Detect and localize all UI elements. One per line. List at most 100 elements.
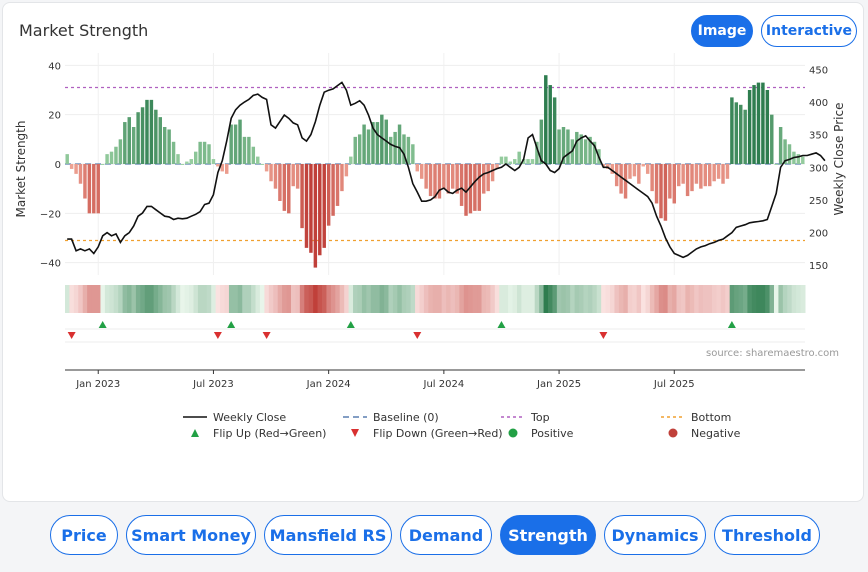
heat-cell: [237, 285, 243, 313]
heat-cell: [153, 285, 159, 313]
strength-bar: [313, 164, 318, 268]
heat-cell: [339, 285, 345, 313]
tab-mansfield-rs[interactable]: Mansfield RS: [264, 515, 392, 555]
strategy-tabs: Price Smart Money Mansfield RS Demand St…: [0, 515, 868, 557]
strength-bar: [127, 117, 131, 164]
flip-down-marker: [67, 332, 76, 339]
strength-bar: [136, 112, 140, 164]
strength-bar: [526, 159, 530, 164]
strength-bar: [233, 124, 238, 164]
heat-cell: [494, 285, 500, 313]
strength-bar: [167, 129, 171, 164]
strength-bar: [326, 164, 331, 226]
tab-demand[interactable]: Demand: [400, 515, 492, 555]
strength-bar: [606, 164, 610, 169]
heat-cell: [322, 285, 327, 313]
strength-bar: [672, 164, 677, 204]
heat-cell: [738, 285, 744, 313]
tab-threshold[interactable]: Threshold: [714, 515, 820, 555]
strength-bar: [734, 102, 739, 164]
heat-cell: [140, 285, 146, 313]
heat-cell: [158, 285, 163, 313]
strength-bar: [464, 164, 468, 216]
heat-cell: [680, 285, 686, 313]
heat-cell: [308, 285, 314, 313]
heat-cell: [295, 285, 301, 313]
strength-bar: [482, 164, 486, 194]
strength-bar: [455, 164, 459, 194]
heat-cell: [459, 285, 465, 313]
strength-bar: [446, 164, 451, 194]
tab-dynamics[interactable]: Dynamics: [604, 515, 706, 555]
strength-bar: [747, 90, 752, 164]
heat-cell: [565, 285, 571, 313]
strength-bar: [295, 164, 300, 189]
heat-cell: [317, 285, 323, 313]
strength-bar: [708, 164, 712, 187]
tab-price[interactable]: Price: [50, 515, 118, 555]
heat-cell: [627, 285, 633, 313]
heat-cell: [344, 285, 350, 313]
strength-bar: [353, 136, 357, 164]
heat-cell: [698, 285, 704, 313]
strength-bar: [619, 164, 623, 194]
strength-bar: [123, 122, 127, 164]
strength-bar: [300, 164, 304, 229]
heat-cell: [658, 285, 664, 313]
heat-cell: [539, 285, 545, 313]
strength-bar: [508, 161, 513, 164]
strength-bar: [256, 156, 260, 164]
heat-cell: [521, 285, 527, 313]
flip-up-marker: [497, 321, 506, 328]
strength-bar: [579, 134, 583, 164]
heat-cell: [330, 285, 336, 313]
heat-cell: [118, 285, 124, 313]
market-strength-chart: Jan 2023 Jul 2023 Jan 2024 Jul 2024 Jan 2025…: [14, 53, 846, 440]
strength-bar: [566, 129, 570, 164]
heat-cell: [206, 285, 212, 313]
heat-cell: [618, 285, 624, 313]
heat-cell: [672, 285, 677, 313]
tab-smart-money[interactable]: Smart Money: [126, 515, 256, 555]
flip-down-marker: [413, 332, 422, 339]
weekly-close-series: [67, 81, 826, 259]
legend-label: Baseline (0): [373, 411, 439, 424]
strength-bar: [544, 75, 548, 164]
heat-cell: [796, 285, 802, 313]
heat-cell: [180, 285, 186, 313]
strength-bar: [632, 164, 637, 177]
heat-cell: [87, 285, 93, 313]
strength-bar: [318, 164, 322, 256]
strength-bar: [504, 156, 508, 164]
heat-cell: [561, 285, 567, 313]
image-mode-button[interactable]: Image: [691, 15, 753, 47]
flip-up-marker: [98, 321, 107, 328]
y2-tick-label: 350: [809, 131, 828, 142]
strength-bar: [260, 164, 264, 165]
strength-bar: [238, 119, 242, 164]
flip-down-marker: [599, 332, 608, 339]
heat-cell: [268, 285, 274, 313]
source-label: source: sharemaestro.com: [706, 348, 839, 359]
flip-down-marker: [213, 332, 222, 339]
strength-bar: [513, 159, 517, 164]
tab-strength[interactable]: Strength: [500, 515, 596, 555]
heat-cell: [729, 285, 735, 313]
heat-cell: [228, 285, 234, 313]
heat-cell: [202, 285, 208, 313]
strength-bar: [588, 136, 592, 164]
strength-bar: [176, 154, 180, 164]
strength-bar: [180, 164, 185, 165]
strength-bar: [770, 114, 774, 164]
strength-bar: [118, 139, 123, 164]
heat-cell: [149, 285, 155, 313]
heat-cell: [437, 285, 443, 313]
strength-bar: [468, 164, 473, 214]
strength-bar: [229, 124, 233, 164]
heat-cell: [503, 285, 509, 313]
heat-cell: [525, 285, 531, 313]
heat-cell: [760, 285, 766, 313]
y2-axis-label: Weekly Close Price: [832, 103, 846, 216]
interactive-mode-button[interactable]: Interactive: [761, 15, 857, 47]
strength-bar: [752, 85, 756, 164]
